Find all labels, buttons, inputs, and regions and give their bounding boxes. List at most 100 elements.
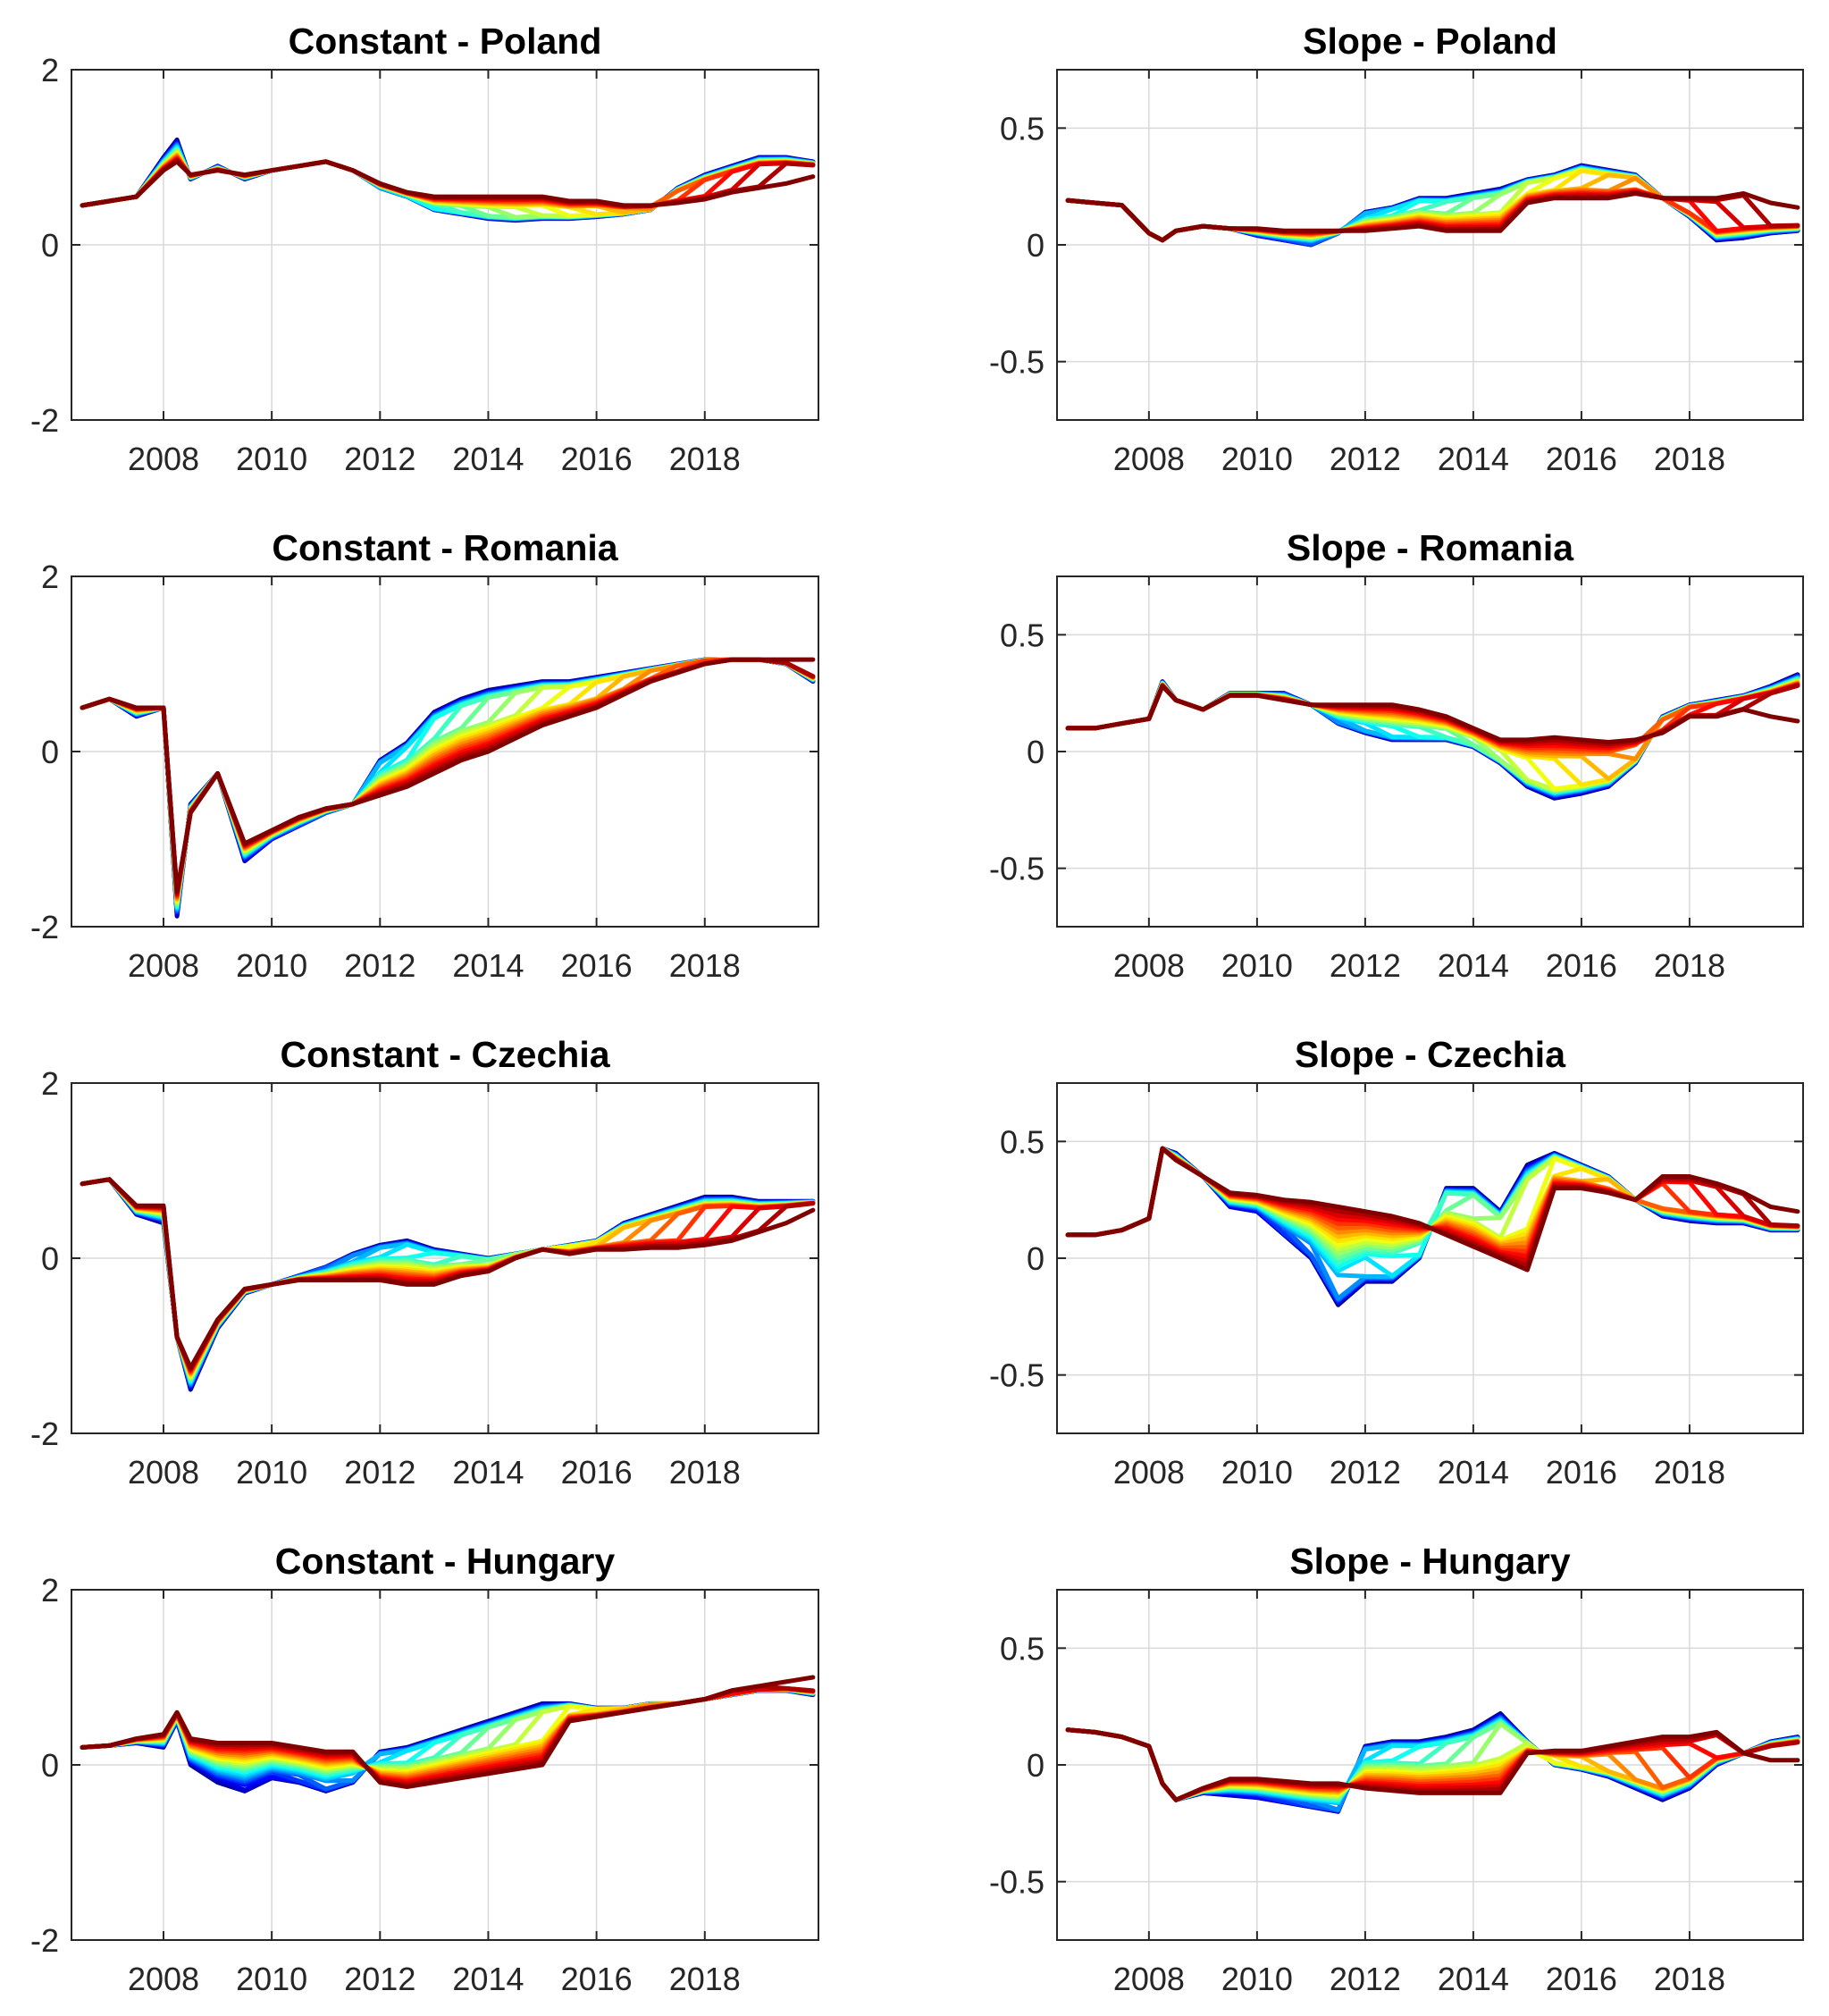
x-tick-label: 2008 <box>128 947 199 984</box>
y-tick-label: 0 <box>1027 734 1045 770</box>
x-tick-label: 2012 <box>1330 1454 1401 1491</box>
panel-title: Constant - Czechia <box>280 1034 610 1075</box>
y-tick-label: -0.5 <box>989 851 1045 887</box>
series-line-vintage-24 <box>1065 1727 1800 1802</box>
y-tick-label: -0.5 <box>989 344 1045 381</box>
x-tick-label: 2012 <box>344 1961 415 1997</box>
x-tick-label: 2016 <box>1546 947 1617 984</box>
y-tick-label: -0.5 <box>989 1864 1045 1901</box>
series-line-vintage-24 <box>1065 191 1800 243</box>
panel-slope-romania: 2008 2010 2012 2014 2016 2018 -0.5 0 0.5 Slope - … <box>989 527 1804 984</box>
x-tick-label: 2008 <box>1113 947 1185 984</box>
panel-constant-romania: 2008 2010 2012 2014 2016 2018 -2 0 2 Constant - R… <box>30 527 819 984</box>
x-tick-label: 2008 <box>128 441 199 477</box>
y-tick-label: 2 <box>41 52 59 88</box>
series-line-vintage-24 <box>1065 684 1800 744</box>
y-tick-label: -0.5 <box>989 1357 1045 1394</box>
series-line-vintage-24 <box>80 1675 816 1789</box>
x-tick-label: 2008 <box>128 1961 199 1997</box>
y-tick-label: 0 <box>41 734 59 770</box>
x-tick-label: 2018 <box>1654 441 1725 477</box>
x-tick-label: 2016 <box>1546 1454 1617 1491</box>
y-tick-label: 0.5 <box>1000 1630 1045 1667</box>
x-tick-label: 2014 <box>1438 441 1509 477</box>
series-group <box>80 1177 816 1392</box>
y-tick-label: 0.5 <box>1000 1123 1045 1160</box>
y-tick-label: 2 <box>41 1572 59 1609</box>
panel-title: Slope - Czechia <box>1295 1034 1566 1075</box>
series-line-vintage-24 <box>80 1177 816 1370</box>
y-tick-label: -2 <box>30 1922 59 1959</box>
x-tick-label: 2010 <box>1221 1961 1293 1997</box>
y-tick-label: -2 <box>30 909 59 945</box>
x-tick-label: 2014 <box>452 441 524 477</box>
series-line-vintage-24 <box>80 657 816 895</box>
x-tick-label: 2012 <box>1330 1961 1401 1997</box>
x-tick-label: 2016 <box>1546 1961 1617 1997</box>
series-line-vintage-24 <box>1065 1146 1800 1273</box>
y-tick-label: 0.5 <box>1000 110 1045 147</box>
x-tick-label: 2010 <box>236 1961 307 1997</box>
x-tick-label: 2010 <box>1221 947 1293 984</box>
x-tick-label: 2012 <box>1330 441 1401 477</box>
x-tick-label: 2018 <box>669 947 741 984</box>
x-tick-label: 2018 <box>669 1961 741 1997</box>
x-tick-label: 2012 <box>344 947 415 984</box>
x-tick-label: 2016 <box>561 441 633 477</box>
y-tick-label: 2 <box>41 1065 59 1102</box>
y-tick-label: 0 <box>1027 1747 1045 1784</box>
y-tick-label: 0 <box>1027 1240 1045 1277</box>
series-line-vintage-24 <box>80 159 816 208</box>
y-tick-label: 0 <box>1027 227 1045 264</box>
x-tick-label: 2014 <box>1438 1961 1509 1997</box>
panel-slope-hungary: 2008 2010 2012 2014 2016 2018 -0.5 0 0.5 Slope - … <box>989 1541 1804 1997</box>
panel-constant-hungary: 2008 2010 2012 2014 2016 2018 -2 0 2 Constant - H… <box>30 1541 819 1997</box>
x-tick-label: 2008 <box>128 1454 199 1491</box>
x-tick-label: 2008 <box>1113 441 1185 477</box>
x-tick-label: 2016 <box>1546 441 1617 477</box>
x-tick-label: 2018 <box>1654 1454 1725 1491</box>
x-tick-label: 2014 <box>452 1454 524 1491</box>
x-tick-label: 2014 <box>452 947 524 984</box>
y-tick-label: 0 <box>41 1747 59 1784</box>
panel-slope-poland: 2008 2010 2012 2014 2016 2018 -0.5 0 0.5 Slope - … <box>989 21 1804 477</box>
x-tick-label: 2010 <box>236 441 307 477</box>
y-tick-label: -2 <box>30 1415 59 1452</box>
x-tick-label: 2010 <box>236 947 307 984</box>
series-group <box>80 1675 816 1793</box>
panel-title: Slope - Poland <box>1303 21 1557 62</box>
panel-constant-poland: 2008 2010 2012 2014 2016 2018 -2 0 2 Constant - P… <box>30 21 819 477</box>
x-tick-label: 2010 <box>236 1454 307 1491</box>
x-tick-label: 2014 <box>1438 1454 1509 1491</box>
x-tick-label: 2016 <box>561 1961 633 1997</box>
panel-title: Constant - Poland <box>289 21 602 62</box>
y-tick-label: -2 <box>30 402 59 439</box>
series-group <box>1065 163 1800 248</box>
x-tick-label: 2016 <box>561 1454 633 1491</box>
panel-title: Slope - Romania <box>1287 527 1574 568</box>
x-tick-label: 2018 <box>1654 947 1725 984</box>
panel-slope-czechia: 2008 2010 2012 2014 2016 2018 -0.5 0 0.5 Slope - … <box>989 1034 1804 1491</box>
x-tick-label: 2018 <box>1654 1961 1725 1997</box>
series-group <box>1065 1146 1800 1307</box>
x-tick-label: 2014 <box>1438 947 1509 984</box>
x-tick-label: 2012 <box>344 1454 415 1491</box>
y-tick-label: 0.5 <box>1000 617 1045 653</box>
y-tick-label: 2 <box>41 559 59 595</box>
x-tick-label: 2018 <box>669 1454 741 1491</box>
x-tick-label: 2010 <box>1221 441 1293 477</box>
series-group <box>80 657 816 919</box>
x-tick-label: 2014 <box>452 1961 524 1997</box>
series-group <box>1065 672 1800 801</box>
x-tick-label: 2012 <box>1330 947 1401 984</box>
panel-title: Slope - Hungary <box>1289 1541 1571 1582</box>
series-group <box>80 137 816 223</box>
x-tick-label: 2016 <box>561 947 633 984</box>
panel-title: Constant - Romania <box>272 527 618 568</box>
y-tick-label: 0 <box>41 1240 59 1277</box>
panel-title: Constant - Hungary <box>275 1541 616 1582</box>
x-tick-label: 2008 <box>1113 1961 1185 1997</box>
x-tick-label: 2012 <box>344 441 415 477</box>
x-tick-label: 2010 <box>1221 1454 1293 1491</box>
